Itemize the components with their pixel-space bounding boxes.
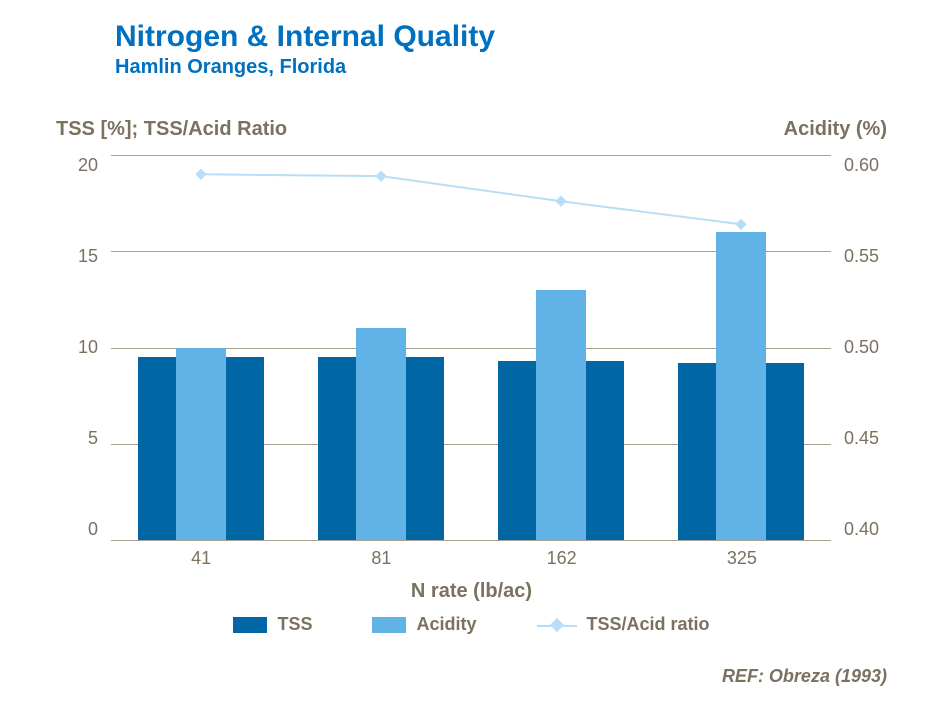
plot-area [111, 155, 831, 540]
bar-acidity [176, 348, 226, 541]
y-ticks-left: 20 15 10 5 0 [56, 155, 106, 540]
legend-swatch-ratio [537, 617, 577, 633]
y-tick-right: 0.50 [844, 337, 886, 358]
bar-acidity [716, 232, 766, 540]
y-tick-left: 15 [56, 246, 98, 267]
legend-label-tss: TSS [277, 614, 312, 635]
y-tick-left: 0 [56, 519, 98, 540]
legend: TSS Acidity TSS/Acid ratio [0, 614, 943, 635]
reference-note: REF: Obreza (1993) [722, 666, 887, 687]
bar-group [291, 155, 471, 540]
y-tick-right: 0.45 [844, 428, 886, 449]
y-tick-right: 0.40 [844, 519, 886, 540]
x-tick: 162 [472, 548, 652, 569]
x-tick: 325 [652, 548, 832, 569]
legend-item-ratio: TSS/Acid ratio [537, 614, 710, 635]
x-ticks: 4181162325 [111, 548, 832, 569]
legend-swatch-acidity [372, 617, 406, 633]
legend-item-acidity: Acidity [372, 614, 476, 635]
bar-acidity [356, 328, 406, 540]
y-axis-left-label: TSS [%]; TSS/Acid Ratio [56, 118, 287, 141]
bar-group [111, 155, 291, 540]
legend-item-tss: TSS [233, 614, 312, 635]
y-tick-right: 0.60 [844, 155, 886, 176]
bar-group [471, 155, 651, 540]
y-ticks-right: 0.60 0.55 0.50 0.45 0.40 [836, 155, 886, 540]
bar-groups [111, 155, 831, 540]
y-axis-right-label: Acidity (%) [784, 118, 887, 141]
y-tick-left: 5 [56, 428, 98, 449]
x-tick: 81 [291, 548, 471, 569]
x-axis-label: N rate (lb/ac) [0, 580, 943, 603]
x-tick: 41 [111, 548, 291, 569]
chart-subtitle: Hamlin Oranges, Florida [115, 56, 495, 79]
bar-acidity [536, 290, 586, 540]
legend-label-acidity: Acidity [416, 614, 476, 635]
legend-label-ratio: TSS/Acid ratio [587, 614, 710, 635]
grid-line [111, 540, 831, 541]
chart-title: Nitrogen & Internal Quality [115, 20, 495, 54]
legend-swatch-tss [233, 617, 267, 633]
bar-group [651, 155, 831, 540]
y-tick-left: 10 [56, 337, 98, 358]
y-tick-right: 0.55 [844, 246, 886, 267]
y-tick-left: 20 [56, 155, 98, 176]
